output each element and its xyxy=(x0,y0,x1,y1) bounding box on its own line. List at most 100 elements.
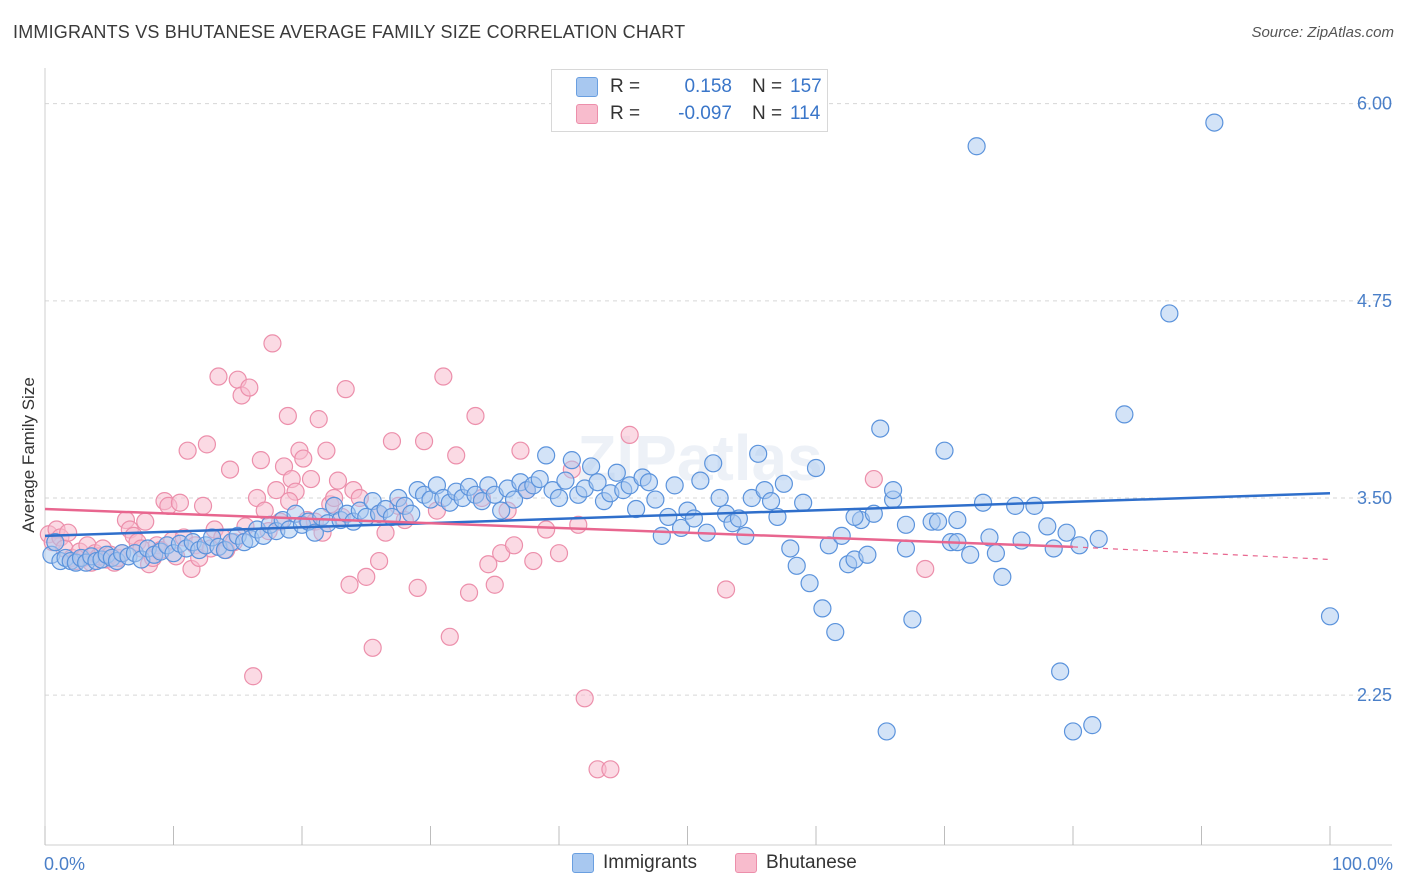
immigrants-point xyxy=(1089,529,1108,549)
immigrants-point xyxy=(858,545,877,564)
immigrants-point xyxy=(800,574,819,593)
bhutanese-point xyxy=(178,441,197,460)
bhutanese-trend-extension xyxy=(1072,546,1331,561)
bhutanese-point xyxy=(524,551,543,571)
immigrants-point xyxy=(1160,304,1179,323)
bhutanese-point xyxy=(459,583,479,602)
y-tick-label: 6.00 xyxy=(1357,94,1392,114)
immigrants-point xyxy=(665,476,684,495)
immigrants-point xyxy=(46,533,65,552)
immigrants-point xyxy=(826,622,845,642)
y-tick-label: 3.50 xyxy=(1357,488,1392,508)
bhutanese-point xyxy=(537,520,556,539)
legend-row-bhutanese: R = -0.097 N = 114 xyxy=(552,101,820,127)
immigrants-point xyxy=(896,515,916,534)
chart-title: IMMIGRANTS VS BHUTANESE AVERAGE FAMILY S… xyxy=(13,22,686,42)
bhutanese-point xyxy=(328,471,348,490)
immigrants-point xyxy=(556,471,575,490)
bhutanese-point xyxy=(278,406,297,426)
bhutanese-point xyxy=(549,544,569,563)
immigrants-point xyxy=(626,499,646,519)
immigrants-point xyxy=(492,501,511,520)
immigrants-point xyxy=(877,722,896,741)
bhutanese-point xyxy=(716,580,736,599)
bhutanese-point xyxy=(59,523,78,542)
immigrants-point xyxy=(973,493,993,512)
immigrants-point xyxy=(1057,523,1076,542)
bhutanese-point xyxy=(466,406,485,426)
immigrants-point xyxy=(794,493,813,512)
immigrants-point xyxy=(1038,517,1057,536)
immigrants-point xyxy=(704,454,723,473)
immigrants-point xyxy=(646,490,665,509)
bhutanese-point xyxy=(220,460,240,479)
bhutanese-point xyxy=(485,575,504,594)
bhutanese-point xyxy=(414,432,434,451)
immigrants-point xyxy=(1070,536,1089,555)
bhutanese-point xyxy=(620,425,639,444)
y-tick-label: 4.75 xyxy=(1357,291,1392,311)
immigrants-point xyxy=(1115,405,1134,424)
n-value: 114 xyxy=(790,103,821,124)
bhutanese-trend-line xyxy=(44,507,1074,549)
immigrants-point xyxy=(787,556,806,575)
legend-row-immigrants: R = 0.158 N = 157 xyxy=(552,74,822,100)
immigrants-point xyxy=(749,444,768,463)
bhutanese-point xyxy=(370,551,389,571)
immigrants-point xyxy=(402,504,421,523)
immigrants-point xyxy=(774,474,793,493)
bhutanese-point xyxy=(317,441,336,460)
bhutanese-point xyxy=(136,512,155,531)
stats-legend: R = 0.158 N = 157 R = -0.097 N = 114 xyxy=(551,69,828,132)
bhutanese-point xyxy=(440,627,459,646)
immigrants-point xyxy=(813,599,832,618)
immigrants-point xyxy=(1205,113,1224,132)
bhutanese-point xyxy=(267,481,286,500)
bhutanese-point xyxy=(251,451,270,470)
immigrants-point xyxy=(729,509,749,528)
immigrants-points xyxy=(42,113,1340,741)
n-label: N = xyxy=(752,76,783,97)
legend-label-bhutanese: Bhutanese xyxy=(765,852,857,873)
immigrants-point xyxy=(562,451,581,470)
immigrants-point xyxy=(1063,722,1083,741)
immigrants-point xyxy=(781,539,800,558)
bhutanese-point xyxy=(197,435,217,454)
bhutanese-point xyxy=(193,496,213,515)
n-value: 157 xyxy=(790,76,822,97)
immigrants-point xyxy=(948,510,967,530)
series-legend: Immigrants Bhutanese xyxy=(572,852,895,874)
immigrants-point xyxy=(537,446,556,465)
immigrants-point xyxy=(980,528,999,547)
immigrants-point xyxy=(305,523,324,542)
r-label: R = xyxy=(610,103,641,124)
bhutanese-point xyxy=(240,378,259,397)
immigrants-point xyxy=(530,469,549,489)
bhutanese-swatch xyxy=(576,104,598,124)
legend-item-immigrants[interactable]: Immigrants xyxy=(572,852,697,874)
immigrants-point xyxy=(684,509,704,528)
bhutanese-point xyxy=(170,493,190,512)
chart-source: Source: ZipAtlas.com xyxy=(1251,24,1394,41)
immigrants-point xyxy=(549,488,569,508)
immigrants-point xyxy=(588,473,607,492)
legend-label-immigrants: Immigrants xyxy=(603,852,697,873)
bhutanese-point xyxy=(479,555,498,574)
bhutanese-point xyxy=(336,380,355,399)
immigrants-point xyxy=(986,544,1006,563)
immigrants-point xyxy=(659,507,678,527)
immigrants-point xyxy=(761,492,781,511)
immigrants-point xyxy=(896,539,916,558)
immigrants-point xyxy=(1320,607,1340,626)
bhutanese-point xyxy=(363,638,382,657)
axes xyxy=(44,68,1392,846)
legend-item-bhutanese[interactable]: Bhutanese xyxy=(734,852,857,874)
immigrants-point xyxy=(806,458,826,478)
r-value: -0.097 xyxy=(678,103,732,124)
immigrants-point xyxy=(845,507,864,527)
r-value: 0.158 xyxy=(684,76,732,97)
immigrants-point xyxy=(1025,496,1044,515)
bhutanese-point xyxy=(357,567,376,586)
bhutanese-point xyxy=(916,559,935,579)
immigrants-point xyxy=(967,137,986,156)
